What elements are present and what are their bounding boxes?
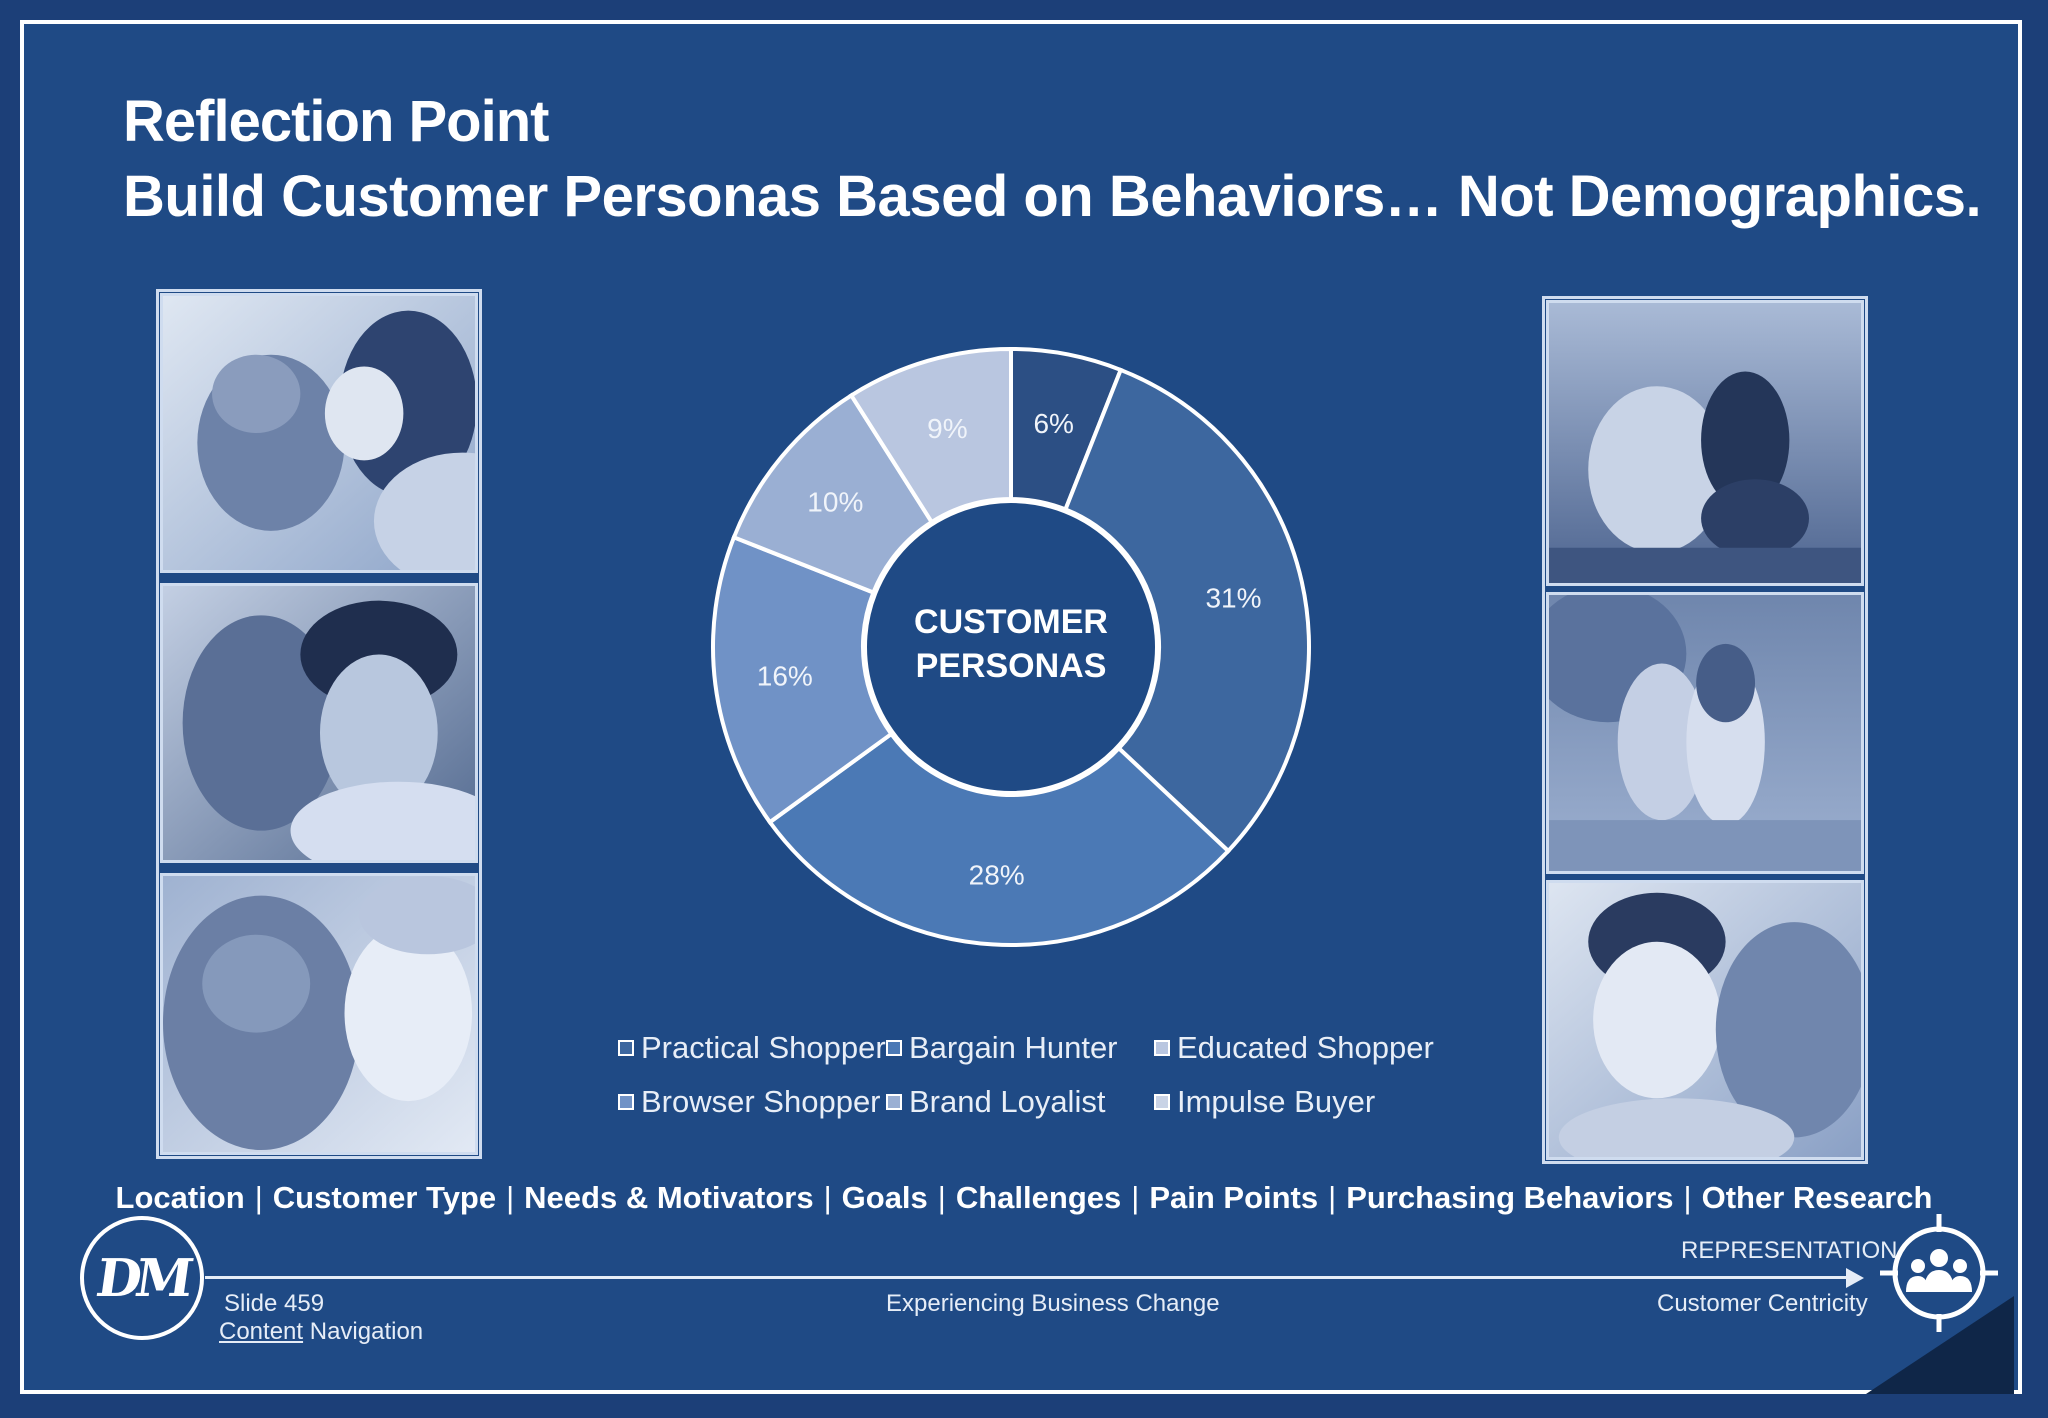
center-label: CUSTOMER <box>914 603 1108 641</box>
legend-swatch <box>1154 1094 1170 1110</box>
factor-customer-type: Customer Type <box>272 1180 497 1215</box>
section-topic: Customer Centricity <box>1657 1290 1868 1317</box>
separator: | <box>1683 1180 1692 1215</box>
photo-woman-kissing-dog <box>1546 300 1864 586</box>
legend-item: Bargain Hunter <box>886 1030 1118 1066</box>
people-group-target-icon[interactable] <box>1878 1212 2000 1334</box>
content-link[interactable]: Content <box>219 1318 304 1345</box>
photo-man-with-golden-retriever <box>1546 880 1864 1160</box>
donut-hole <box>863 499 1159 795</box>
factor-purchasing-behaviors: Purchasing Behaviors <box>1346 1180 1674 1215</box>
data-label: 28% <box>969 860 1025 891</box>
legend-swatch <box>618 1040 634 1056</box>
legend-label: Brand Loyalist <box>909 1084 1106 1119</box>
data-label: 9% <box>927 413 967 444</box>
legend-swatch <box>886 1040 902 1056</box>
navigation-line <box>205 1276 1850 1279</box>
legend-item: Brand Loyalist <box>886 1084 1105 1120</box>
factor-pain-points: Pain Points <box>1149 1180 1319 1215</box>
legend-label: Practical Shopper <box>641 1030 886 1065</box>
data-label: 6% <box>1033 408 1073 439</box>
photo-woman-with-dog-park <box>1546 592 1864 874</box>
slide-subtitle: Build Customer Personas Based on Behavio… <box>123 164 1982 229</box>
legend-swatch <box>618 1094 634 1110</box>
legend-label: Impulse Buyer <box>1177 1084 1376 1119</box>
factor-challenges: Challenges <box>955 1180 1122 1215</box>
legend-item: Practical Shopper <box>618 1030 886 1066</box>
center-label: PERSONAS <box>916 647 1107 685</box>
legend-label: Educated Shopper <box>1177 1030 1434 1065</box>
right-photo-column <box>1542 296 1868 1164</box>
slide-number: Slide 459 <box>224 1290 325 1317</box>
factor-location: Location <box>115 1180 245 1215</box>
separator: | <box>506 1180 515 1215</box>
customer-personas-donut-chart: 6% 31% 28% 16% 10% 9% CUSTOMER PERSONAS <box>711 346 1311 947</box>
data-label: 10% <box>807 487 863 518</box>
donut-slice-browser-shopper <box>711 534 895 825</box>
section-category: REPRESENTATION <box>1681 1237 1898 1264</box>
slide-title: Reflection Point <box>123 89 549 154</box>
chart-legend: Practical Shopper Bargain Hunter Educate… <box>616 1030 1436 1150</box>
arrow-right-icon <box>1846 1268 1864 1288</box>
factor-goals: Goals <box>841 1180 928 1215</box>
deck-title: Experiencing Business Change <box>886 1290 1220 1317</box>
corner-accent <box>1866 1296 2014 1394</box>
legend-label: Browser Shopper <box>641 1084 881 1119</box>
separator: | <box>823 1180 832 1215</box>
navigation-label: Navigation <box>303 1318 424 1345</box>
factor-other-research: Other Research <box>1701 1180 1933 1215</box>
legend-item: Impulse Buyer <box>1154 1084 1375 1120</box>
separator: | <box>1328 1180 1337 1215</box>
data-label: 16% <box>757 661 813 692</box>
content-navigation: Content Navigation <box>219 1318 423 1346</box>
photo-woman-with-cat <box>160 293 478 573</box>
data-label: 31% <box>1205 582 1261 613</box>
photo-woman-with-longhair-cat <box>160 873 478 1155</box>
logo-text: DM <box>92 1248 192 1309</box>
persona-factors-row: Location | Customer Type | Needs & Motivator… <box>0 1180 2048 1216</box>
photo-man-with-cat <box>160 583 478 863</box>
legend-swatch <box>1154 1040 1170 1056</box>
separator: | <box>254 1180 263 1215</box>
left-photo-column <box>156 289 482 1159</box>
legend-item: Browser Shopper <box>618 1084 881 1120</box>
legend-label: Bargain Hunter <box>909 1030 1118 1065</box>
separator: | <box>1131 1180 1140 1215</box>
legend-swatch <box>886 1094 902 1110</box>
dm-logo[interactable]: DM <box>80 1216 204 1340</box>
factor-needs-motivators: Needs & Motivators <box>524 1180 814 1215</box>
separator: | <box>937 1180 946 1215</box>
legend-item: Educated Shopper <box>1154 1030 1434 1066</box>
